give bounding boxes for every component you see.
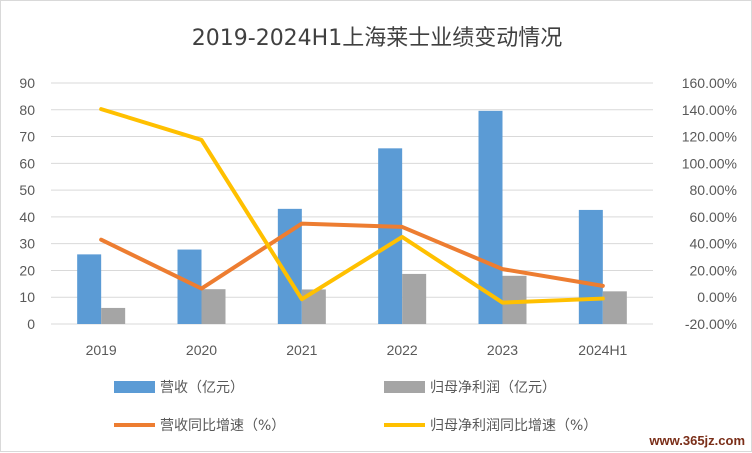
y-left-tick-label: 20	[19, 262, 35, 278]
y-left-tick-label: 40	[19, 209, 35, 225]
y-left-tick-label: 60	[19, 155, 35, 171]
y-right-tick-label: 20.00%	[690, 262, 737, 278]
y-left-tick-label: 50	[19, 182, 35, 198]
legend: 营收（亿元） 归母净利润（亿元） 营收同比增速（%） 归母净利润同比增速（%）	[114, 379, 597, 434]
legend-swatch	[114, 381, 155, 393]
x-tick-label: 2021	[286, 342, 317, 358]
y-right-tick-label: 100.00%	[682, 155, 737, 171]
y-right-tick-label: 120.00%	[682, 129, 737, 145]
y-right-tick-label: -20.00%	[685, 316, 737, 332]
line-profit-growth	[99, 107, 605, 305]
bar-net-profit	[101, 307, 126, 324]
y-right-tick-label: 140.00%	[682, 102, 737, 118]
lines	[99, 107, 605, 305]
x-tick-label: 2020	[186, 342, 217, 358]
y-left-tick-label: 70	[19, 129, 35, 145]
y-right-tick-label: 0.00%	[697, 289, 737, 305]
y-left-tick-label: 0	[27, 316, 35, 332]
y-right-tick-label: 80.00%	[690, 182, 737, 198]
y-right-tick-label: 40.00%	[690, 236, 737, 252]
legend-label: 归母净利润（亿元）	[430, 379, 556, 396]
watermark-text: www.365jz.com	[648, 433, 745, 448]
y-right-tick-label: 160.00%	[682, 75, 737, 91]
bar-net-profit	[201, 289, 226, 324]
y-left-tick-label: 80	[19, 102, 35, 118]
legend-label: 营收（亿元）	[160, 380, 244, 396]
x-tick-label: 2022	[387, 342, 418, 358]
gridlines	[51, 82, 653, 325]
x-tick-label: 2024H1	[578, 342, 627, 358]
y-left-tick-label: 10	[19, 289, 35, 305]
x-tick-label: 2019	[86, 342, 117, 358]
bar-revenue	[378, 148, 403, 324]
line-revenue-growth	[99, 221, 605, 291]
y-right-tick-label: 60.00%	[690, 209, 737, 225]
bars	[77, 110, 627, 324]
bar-net-profit	[301, 289, 326, 324]
bar-revenue	[478, 110, 503, 324]
y-left-tick-label: 30	[19, 236, 35, 252]
bar-net-profit	[602, 291, 627, 324]
bar-net-profit	[402, 273, 427, 324]
y-left-tick-label: 90	[19, 75, 35, 91]
legend-label: 营收同比增速（%）	[160, 418, 285, 434]
legend-label: 归母净利润同比增速（%）	[430, 417, 597, 434]
x-tick-label: 2023	[487, 342, 518, 358]
chart-title: 2019-2024H1上海莱士业绩变动情况	[192, 26, 562, 51]
bar-revenue	[77, 254, 102, 324]
axis-labels: 0 10 20 30 40 50 60 70 80 90 -20.00% 0.00% 20.00% 40.…	[19, 75, 737, 358]
legend-swatch	[384, 381, 425, 393]
bar-revenue	[578, 209, 603, 324]
